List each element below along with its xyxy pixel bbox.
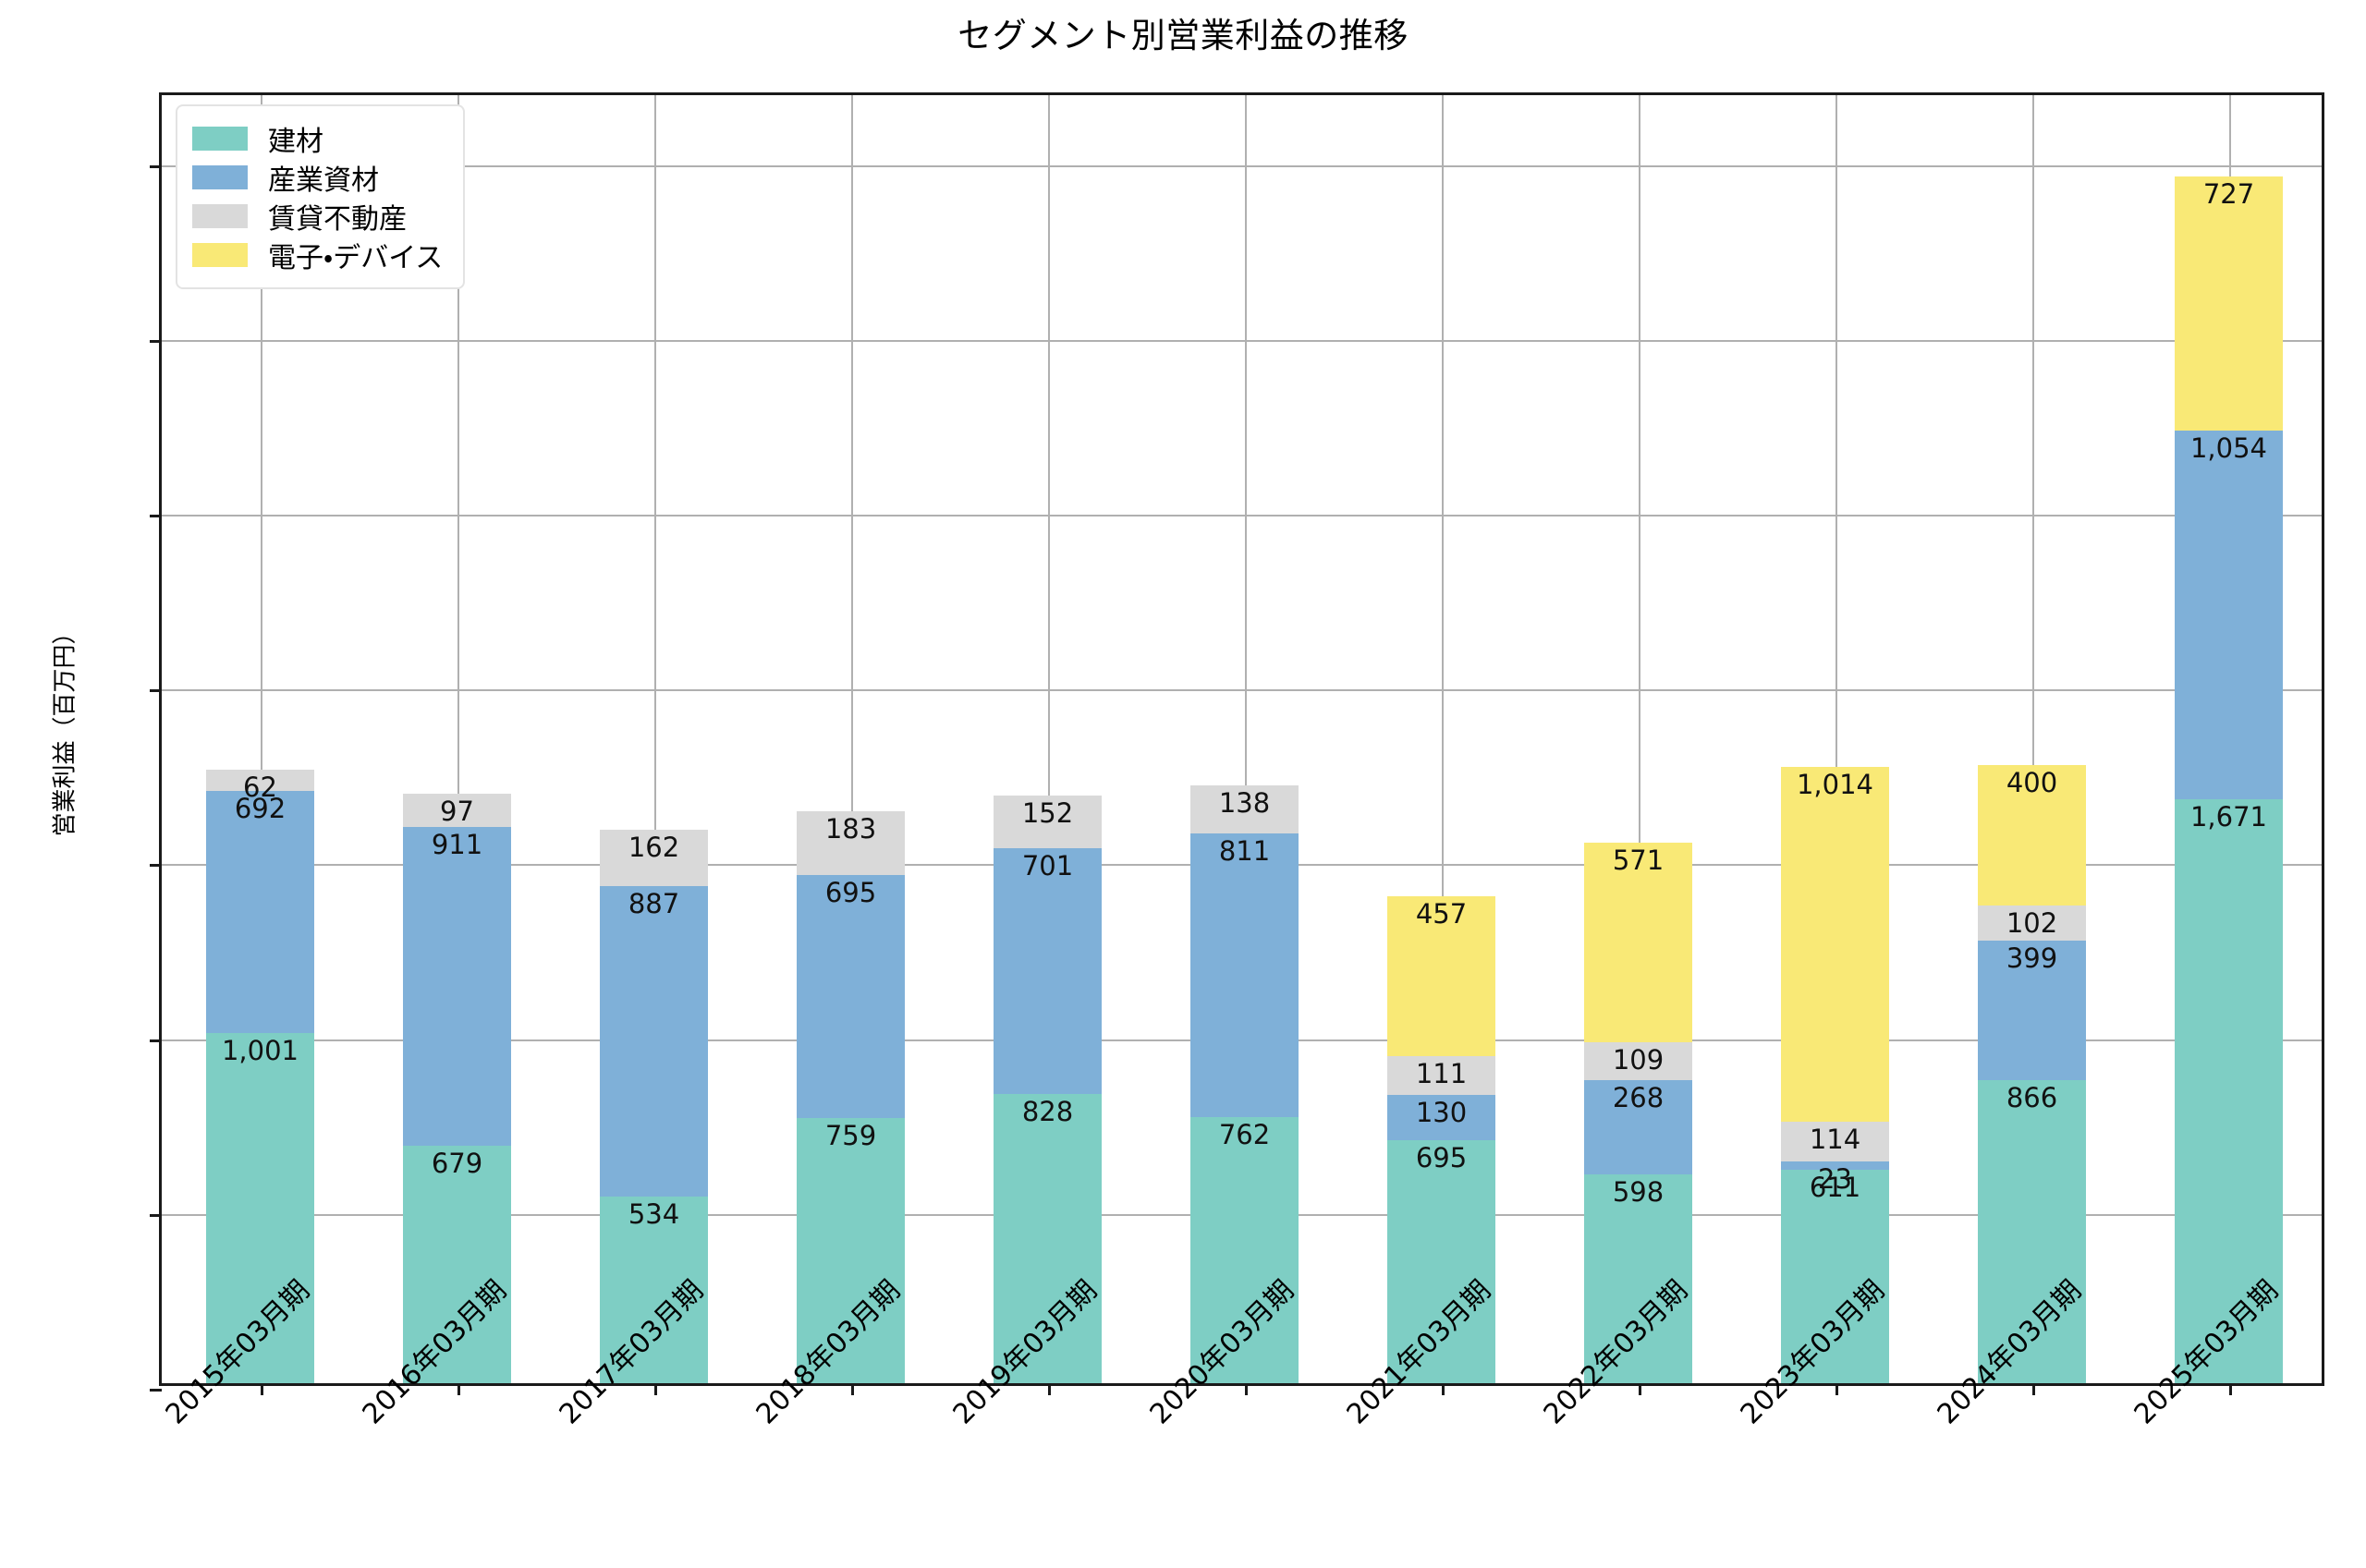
bar-segment-2[interactable]	[1977, 905, 2087, 942]
bar-column[interactable]: 759 695 183	[796, 90, 906, 1383]
x-gridline	[850, 95, 853, 1383]
y-tick-mark	[150, 1389, 162, 1392]
legend-item-3[interactable]: 電子・デバイス	[192, 236, 443, 274]
plot-inner: 1,001 692 62 679 911 97 534 887 162 759 695 183 828 7…	[150, 95, 2322, 1395]
bar-segment-0[interactable]	[402, 1146, 512, 1383]
y-tick-mark	[150, 689, 162, 693]
legend-label: 賃貸不動産	[268, 203, 407, 236]
x-tick-mark	[850, 1383, 854, 1395]
bar-segment-0[interactable]	[2174, 798, 2284, 1383]
x-tick-mark	[1835, 1383, 1838, 1395]
x-gridline	[1244, 95, 1247, 1383]
bar-column[interactable]: 598 268 109 571	[1583, 90, 1693, 1383]
bar-column[interactable]: 762 811 138	[1189, 90, 1299, 1383]
y-gridline	[162, 515, 2322, 517]
bar-segment-1[interactable]	[1977, 941, 2087, 1081]
plot-area: 1,001 692 62 679 911 97 534 887 162 759 695 183 828 7…	[150, 92, 2324, 1395]
bar-segment-0[interactable]	[1583, 1173, 1693, 1383]
bar-segment-1[interactable]	[993, 848, 1103, 1094]
bar-column[interactable]: 1,671 1,054 727	[2174, 90, 2284, 1383]
y-tick-mark	[150, 864, 162, 868]
legend-swatch-icon	[192, 165, 248, 189]
bar-segment-0[interactable]	[993, 1093, 1103, 1383]
chart-title: セグメント別営業利益の推移	[957, 16, 1409, 55]
x-tick-mark	[260, 1383, 263, 1395]
x-tick-mark	[1638, 1383, 1641, 1395]
legend-item-1[interactable]: 産業資材	[192, 158, 443, 197]
bar-segment-2[interactable]	[993, 795, 1103, 849]
y-tick-mark	[150, 164, 162, 168]
bar-segment-3[interactable]	[1386, 895, 1496, 1056]
y-tick-mark	[150, 1213, 162, 1217]
y-gridline	[162, 339, 2322, 342]
legend-item-0[interactable]: 建材	[192, 119, 443, 158]
legend-swatch-icon	[192, 204, 248, 228]
bar-column[interactable]: 695 130 111 457	[1386, 90, 1496, 1383]
bar-segment-1[interactable]	[1386, 1094, 1496, 1141]
x-gridline	[1441, 95, 1444, 1383]
bar-segment-2[interactable]	[796, 810, 906, 875]
x-tick-mark	[2031, 1383, 2035, 1395]
y-tick-mark	[150, 339, 162, 343]
x-tick-mark	[653, 1383, 657, 1395]
bar-segment-0[interactable]	[1189, 1116, 1299, 1383]
bar-segment-2[interactable]	[1386, 1055, 1496, 1095]
bar-segment-3[interactable]	[1780, 767, 1890, 1122]
bar-segment-3[interactable]	[2174, 176, 2284, 431]
legend-label: 建材	[268, 126, 323, 158]
x-gridline	[653, 95, 656, 1383]
bar-segment-1[interactable]	[1189, 833, 1299, 1117]
y-gridline	[162, 164, 2322, 167]
legend-label: 産業資材	[268, 164, 379, 197]
bar-column[interactable]: 611 23 114 1,014	[1780, 90, 1890, 1383]
bar-column[interactable]: 828 701 152	[993, 90, 1103, 1383]
x-gridline	[1047, 95, 1050, 1383]
x-gridline	[2031, 95, 2034, 1383]
x-tick-mark	[2228, 1383, 2232, 1395]
bar-segment-0[interactable]	[1780, 1169, 1890, 1383]
bar-segment-2[interactable]	[599, 830, 709, 887]
legend-swatch-icon	[192, 127, 248, 151]
bar-segment-2[interactable]	[402, 793, 512, 828]
bar-segment-1[interactable]	[1780, 1161, 1890, 1170]
y-tick-mark	[150, 515, 162, 518]
bar-segment-1[interactable]	[1583, 1080, 1693, 1174]
bar-segment-0[interactable]	[1386, 1140, 1496, 1383]
x-gridline	[1835, 95, 1837, 1383]
bar-segment-1[interactable]	[796, 874, 906, 1118]
x-gridline	[260, 95, 262, 1383]
bar-segment-0[interactable]	[599, 1196, 709, 1383]
x-tick-mark	[457, 1383, 460, 1395]
bar-segment-2[interactable]	[1583, 1042, 1693, 1081]
y-gridline	[162, 689, 2322, 692]
legend-item-2[interactable]: 賃貸不動産	[192, 197, 443, 236]
bar-segment-1[interactable]	[2174, 430, 2284, 799]
bar-segment-3[interactable]	[1977, 765, 2087, 906]
bar-segment-2[interactable]	[205, 769, 315, 792]
bar-segment-3[interactable]	[1583, 843, 1693, 1043]
y-tick-mark	[150, 1039, 162, 1042]
x-tick-mark	[1047, 1383, 1051, 1395]
bar-segment-0[interactable]	[796, 1117, 906, 1383]
legend-label: 電子・デバイス	[268, 242, 444, 274]
bar-segment-1[interactable]	[205, 791, 315, 1034]
legend-swatch-icon	[192, 243, 248, 267]
bar-segment-0[interactable]	[205, 1033, 315, 1383]
legend: 建材産業資材賃貸不動産電子・デバイス	[176, 104, 466, 289]
bar-segment-1[interactable]	[402, 827, 512, 1147]
bar-segment-1[interactable]	[599, 886, 709, 1197]
x-gridline	[1638, 95, 1640, 1383]
bar-segment-2[interactable]	[1780, 1121, 1890, 1162]
bar-column[interactable]: 534 887 162	[599, 90, 709, 1383]
bar-column[interactable]: 866 399 102 400	[1977, 90, 2087, 1383]
x-tick-mark	[1244, 1383, 1248, 1395]
bar-segment-0[interactable]	[1977, 1080, 2087, 1383]
y-axis-label: 営業利益（百万円）	[51, 620, 79, 837]
bar-segment-2[interactable]	[1189, 784, 1299, 833]
x-gridline	[457, 95, 459, 1383]
x-tick-mark	[1441, 1383, 1445, 1395]
